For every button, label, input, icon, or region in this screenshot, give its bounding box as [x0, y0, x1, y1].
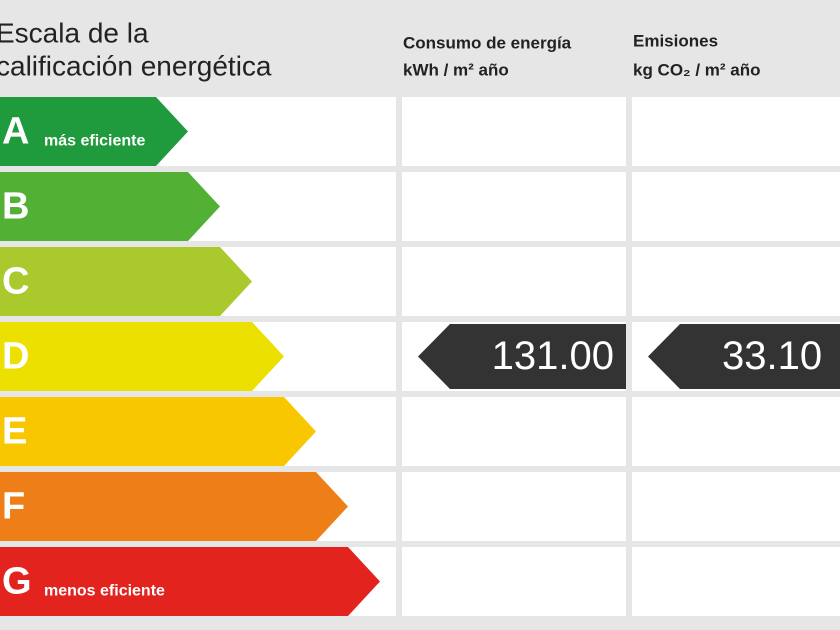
- cell: [632, 97, 840, 166]
- rating-letter: D: [2, 336, 29, 378]
- rating-arrow: [0, 172, 220, 241]
- cell: [402, 547, 626, 616]
- rating-arrow: [0, 322, 284, 391]
- cell: [402, 397, 626, 466]
- cell: [632, 547, 840, 616]
- value-indicator: [418, 324, 626, 389]
- value-text: 131.00: [492, 334, 614, 378]
- rating-letter: E: [2, 411, 27, 453]
- rating-letter: B: [2, 186, 29, 228]
- cell: [632, 247, 840, 316]
- rating-arrow: [0, 397, 316, 466]
- column-unit: kWh / m² año: [403, 60, 509, 79]
- column-unit: kg CO₂ / m² año: [633, 60, 761, 79]
- cell: [632, 472, 840, 541]
- cell: [402, 472, 626, 541]
- cell: [402, 97, 626, 166]
- value-text: 33.10: [722, 334, 822, 378]
- cell: [632, 397, 840, 466]
- rating-arrow: [0, 547, 380, 616]
- value-indicator: [648, 324, 840, 389]
- cell: [402, 172, 626, 241]
- title-line: Escala de la: [0, 17, 149, 48]
- title-line: calificación energética: [0, 50, 272, 81]
- cell: [632, 172, 840, 241]
- rating-arrow: [0, 472, 348, 541]
- rating-letter: A: [2, 111, 29, 153]
- rating-arrow: [0, 97, 188, 166]
- rating-note: más eficiente: [44, 133, 145, 150]
- rating-letter: F: [2, 486, 25, 528]
- column-title: Emisiones: [633, 31, 718, 50]
- rating-note: menos eficiente: [44, 583, 165, 600]
- rating-letter: G: [2, 561, 32, 603]
- rating-arrow: [0, 247, 252, 316]
- cell: [402, 247, 626, 316]
- column-title: Consumo de energía: [403, 33, 572, 52]
- rating-letter: C: [2, 261, 29, 303]
